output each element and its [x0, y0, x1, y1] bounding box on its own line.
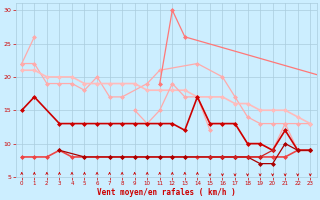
X-axis label: Vent moyen/en rafales ( km/h ): Vent moyen/en rafales ( km/h )	[97, 188, 236, 197]
